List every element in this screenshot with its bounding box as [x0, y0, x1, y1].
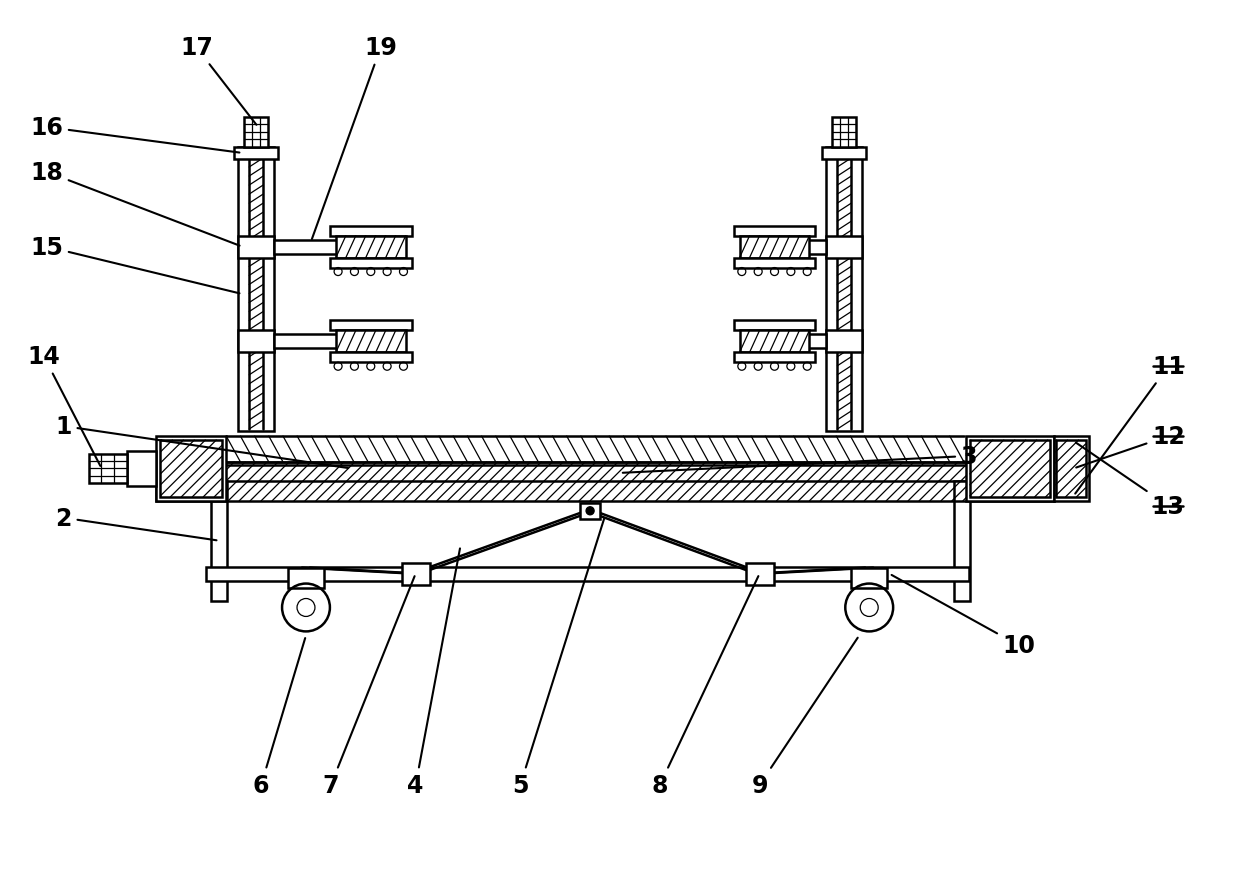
Text: 15: 15	[30, 236, 239, 294]
Bar	[274, 335, 386, 349]
Bar	[745, 563, 774, 585]
Bar	[156, 462, 1054, 501]
Bar	[402, 563, 429, 585]
Text: 17: 17	[180, 36, 257, 126]
Bar	[238, 331, 274, 353]
Bar	[330, 227, 412, 237]
Bar	[739, 237, 810, 259]
Bar	[156, 465, 1054, 481]
Bar	[826, 148, 862, 431]
Text: 10: 10	[892, 575, 1035, 657]
Bar	[954, 481, 970, 601]
Text: 4: 4	[408, 548, 460, 797]
Bar	[966, 437, 1054, 501]
Bar	[89, 455, 126, 484]
Text: 2: 2	[56, 506, 217, 540]
Text: 12: 12	[1076, 424, 1184, 468]
Text: 9: 9	[751, 638, 858, 797]
Bar	[336, 331, 405, 353]
Bar	[580, 503, 600, 519]
Bar	[739, 331, 810, 353]
Text: 7: 7	[322, 577, 414, 797]
Bar	[244, 118, 268, 148]
Bar	[330, 353, 412, 363]
Bar	[826, 331, 862, 353]
Bar	[852, 568, 887, 588]
Bar	[126, 452, 156, 486]
Text: 14: 14	[27, 345, 100, 466]
Bar	[156, 437, 226, 501]
Bar	[1055, 440, 1085, 497]
Circle shape	[587, 507, 594, 515]
Text: 13: 13	[1076, 443, 1184, 518]
Text: 11: 11	[1075, 354, 1184, 494]
Bar	[832, 118, 857, 148]
Bar	[822, 148, 867, 159]
Bar	[760, 335, 826, 349]
Text: 5: 5	[512, 519, 604, 797]
Bar	[238, 148, 274, 431]
Text: 18: 18	[30, 160, 239, 246]
Text: 6: 6	[253, 638, 305, 797]
Bar	[734, 353, 816, 363]
Bar	[238, 237, 274, 259]
Bar	[734, 321, 816, 331]
Bar	[1054, 437, 1089, 501]
Text: 8: 8	[652, 577, 759, 797]
Bar	[234, 148, 278, 159]
Text: 16: 16	[30, 116, 239, 153]
Bar	[288, 568, 324, 588]
Text: 3: 3	[622, 445, 977, 473]
Bar	[330, 321, 412, 331]
Bar	[211, 481, 227, 601]
Bar	[206, 567, 968, 581]
Bar	[826, 237, 862, 259]
Text: 1: 1	[56, 415, 348, 469]
Bar	[970, 440, 1049, 497]
Bar	[330, 259, 412, 268]
Bar	[336, 237, 405, 259]
Bar	[160, 440, 222, 497]
Bar	[760, 240, 826, 254]
Bar	[734, 227, 816, 237]
Bar	[734, 259, 816, 268]
Bar	[274, 240, 386, 254]
Text: 19: 19	[312, 36, 397, 240]
